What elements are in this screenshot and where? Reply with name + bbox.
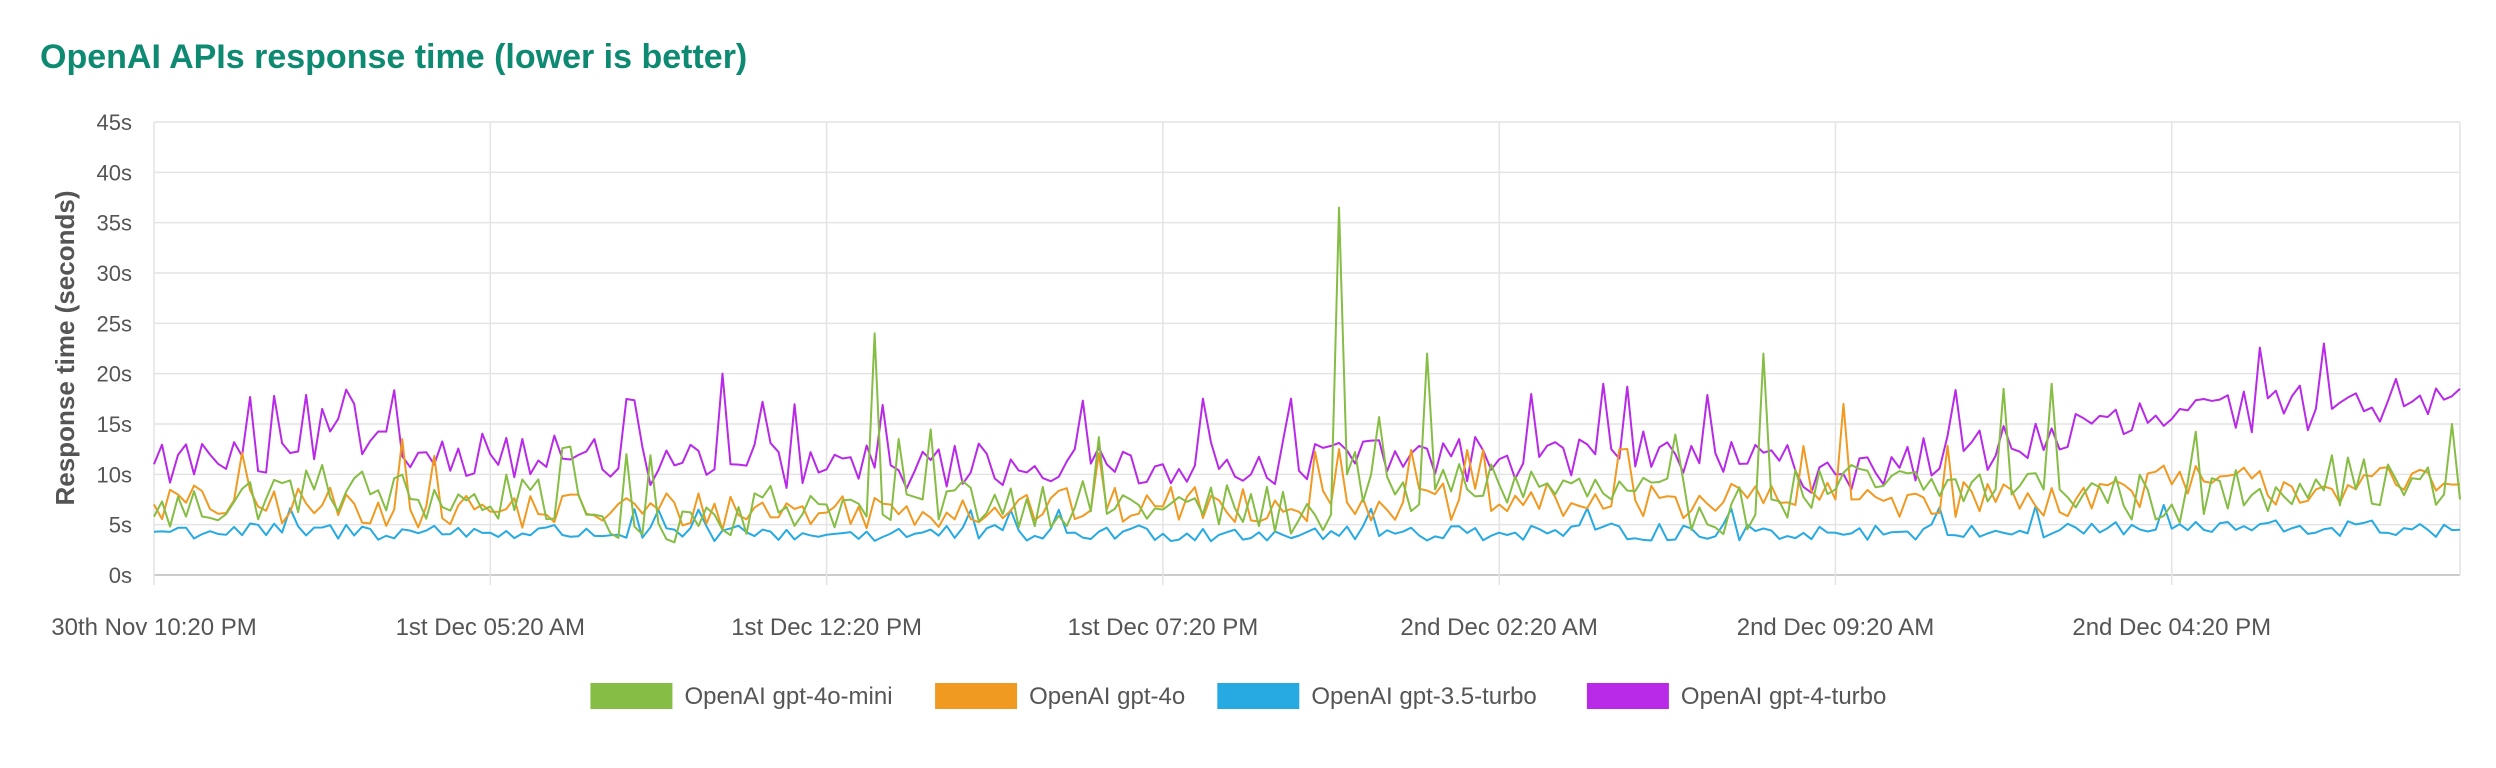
y-tick-label: 30s	[97, 261, 132, 286]
y-tick-label: 45s	[97, 110, 132, 135]
y-tick-label: 10s	[97, 462, 132, 487]
y-axis-title: Response time (seconds)	[50, 191, 80, 506]
x-tick-label: 2nd Dec 04:20 PM	[2072, 614, 2271, 641]
x-axis-tick-labels: 30th Nov 10:20 PM 1st Dec 05:20 AM 1st Dec…	[51, 614, 2271, 641]
x-tick-label: 2nd Dec 09:20 AM	[1737, 614, 1934, 641]
legend-label: OpenAI gpt-4o-mini	[684, 683, 892, 710]
series-line-openai-gpt-4o-mini	[153, 206, 2461, 544]
series-line-openai-gpt-4-turbo	[153, 342, 2461, 494]
x-tick-label: 1st Dec 05:20 AM	[396, 614, 585, 641]
y-tick-label: 0s	[109, 563, 132, 588]
y-tick-label: 25s	[97, 311, 132, 336]
legend: OpenAI gpt-4o-mini OpenAI gpt-4o OpenAI gp…	[590, 683, 1886, 710]
legend-swatch	[1586, 683, 1669, 709]
legend-item-openai-gpt-3-5-turbo[interactable]: OpenAI gpt-3.5-turbo	[1217, 683, 1537, 710]
legend-swatch	[590, 683, 673, 709]
x-tick-label: 1st Dec 07:20 PM	[1067, 614, 1258, 641]
legend-item-openai-gpt-4o-mini[interactable]: OpenAI gpt-4o-mini	[590, 683, 893, 710]
legend-label: OpenAI gpt-4-turbo	[1681, 683, 1886, 710]
y-tick-label: 40s	[97, 160, 132, 185]
y-tick-label: 15s	[97, 412, 132, 437]
y-tick-label: 5s	[109, 513, 132, 538]
series-line-openai-gpt-3-5-turbo	[153, 503, 2461, 543]
legend-swatch	[1217, 683, 1300, 709]
y-tick-label: 20s	[97, 362, 132, 387]
y-axis-tick-labels: 0s 5s 10s 15s 20s 25s 30s 35s 40s 45s	[97, 110, 132, 588]
x-tick-label: 1st Dec 12:20 PM	[731, 614, 922, 641]
legend-item-openai-gpt-4-turbo[interactable]: OpenAI gpt-4-turbo	[1586, 683, 1886, 710]
series-line-openai-gpt-4o	[153, 402, 2461, 531]
legend-item-openai-gpt-4o[interactable]: OpenAI gpt-4o	[935, 683, 1185, 710]
legend-label: OpenAI gpt-3.5-turbo	[1311, 683, 1536, 710]
x-tick-label: 30th Nov 10:20 PM	[51, 614, 256, 641]
y-tick-label: 35s	[97, 211, 132, 236]
chart-title: OpenAI APIs response time (lower is bett…	[40, 38, 748, 76]
y-gridlines	[154, 121, 2460, 576]
x-tick-label: 2nd Dec 02:20 AM	[1400, 614, 1597, 641]
series-lines	[153, 206, 2461, 544]
legend-swatch	[935, 683, 1018, 709]
legend-label: OpenAI gpt-4o	[1029, 683, 1185, 710]
